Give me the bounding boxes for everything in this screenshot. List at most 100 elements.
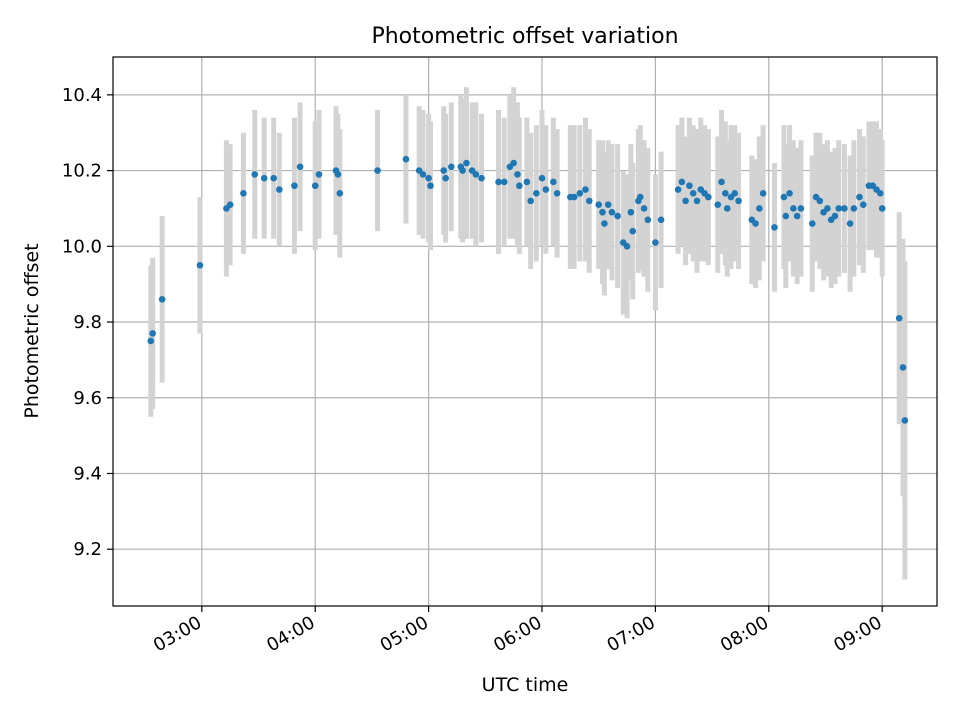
data-point (835, 205, 843, 212)
data-point (816, 197, 824, 205)
data-point (752, 220, 759, 227)
data-point (604, 201, 612, 208)
data-point (808, 220, 816, 227)
data-point (693, 197, 701, 205)
data-point (674, 186, 682, 193)
data-point (576, 190, 584, 197)
y-tick-label: 9.6 (73, 388, 102, 409)
data-point (859, 201, 867, 208)
data-point (614, 212, 621, 220)
data-point (442, 174, 449, 182)
data-point (149, 330, 156, 337)
data-point (797, 205, 805, 212)
data-point (756, 205, 763, 212)
data-point (731, 190, 739, 197)
data-point (425, 174, 432, 182)
data-point (856, 193, 863, 201)
data-point (291, 182, 298, 190)
data-point (640, 205, 648, 212)
data-point (226, 201, 234, 208)
data-point (644, 216, 652, 224)
data-point (472, 171, 480, 178)
data-point (705, 193, 712, 201)
data-point (793, 212, 801, 220)
data-point (636, 193, 644, 201)
data-point (495, 178, 502, 186)
data-point (790, 205, 797, 212)
data-point (527, 197, 534, 205)
data-point (585, 197, 593, 205)
plot-frame (112, 56, 938, 607)
data-point (623, 243, 631, 250)
data-point (276, 186, 283, 193)
data-point (878, 205, 886, 212)
data-point (427, 182, 434, 190)
data-point (463, 159, 470, 167)
data-point (895, 314, 903, 322)
data-point (196, 261, 204, 269)
y-tick-label: 9.2 (73, 539, 102, 560)
data-point (158, 296, 166, 303)
y-tick-label: 10.4 (62, 85, 102, 106)
data-point (682, 197, 689, 205)
data-point (722, 190, 729, 197)
data-point (538, 174, 546, 182)
data-point (447, 163, 455, 171)
data-point (419, 171, 427, 178)
data-point (459, 167, 466, 174)
data-point (899, 364, 907, 371)
data-point (402, 155, 410, 163)
data-point (714, 201, 722, 208)
data-point (686, 182, 693, 190)
data-point (311, 182, 319, 190)
data-point (831, 212, 839, 220)
data-point (440, 167, 448, 174)
data-point (841, 205, 848, 212)
data-point (516, 182, 523, 190)
data-point (315, 171, 323, 178)
data-point (595, 201, 603, 208)
y-tick-label: 10.0 (62, 236, 102, 257)
data-point (570, 193, 578, 201)
data-point (523, 178, 531, 186)
data-point (553, 190, 561, 197)
data-point (296, 163, 304, 171)
data-point (270, 174, 277, 182)
data-point (147, 337, 155, 345)
data-point (550, 178, 557, 186)
data-point (510, 159, 517, 167)
data-point (846, 220, 854, 227)
data-point (599, 208, 606, 216)
data-point (689, 190, 697, 197)
y-tick-label: 9.8 (73, 312, 102, 333)
data-point (500, 178, 508, 186)
data-point (723, 205, 731, 212)
data-point (608, 208, 616, 216)
data-point (260, 174, 268, 182)
data-point (824, 205, 831, 212)
data-point (601, 220, 608, 227)
y-axis-label: Photometric offset (21, 243, 43, 418)
data-point (336, 190, 344, 197)
data-point (901, 417, 909, 424)
data-point (652, 239, 659, 246)
x-axis-label: UTC time (482, 674, 569, 696)
data-point (678, 178, 686, 186)
data-point (240, 190, 247, 197)
data-point (582, 186, 589, 193)
data-point (657, 216, 665, 224)
data-point (771, 224, 778, 231)
data-point (251, 171, 259, 178)
data-point (759, 190, 767, 197)
data-point (533, 190, 540, 197)
data-point (478, 174, 485, 182)
data-point (718, 178, 725, 186)
data-point (782, 212, 790, 220)
data-point (786, 190, 793, 197)
y-tick-label: 9.4 (73, 463, 102, 484)
data-point (850, 205, 858, 212)
chart-title: Photometric offset variation (371, 24, 678, 49)
data-point (374, 167, 381, 174)
